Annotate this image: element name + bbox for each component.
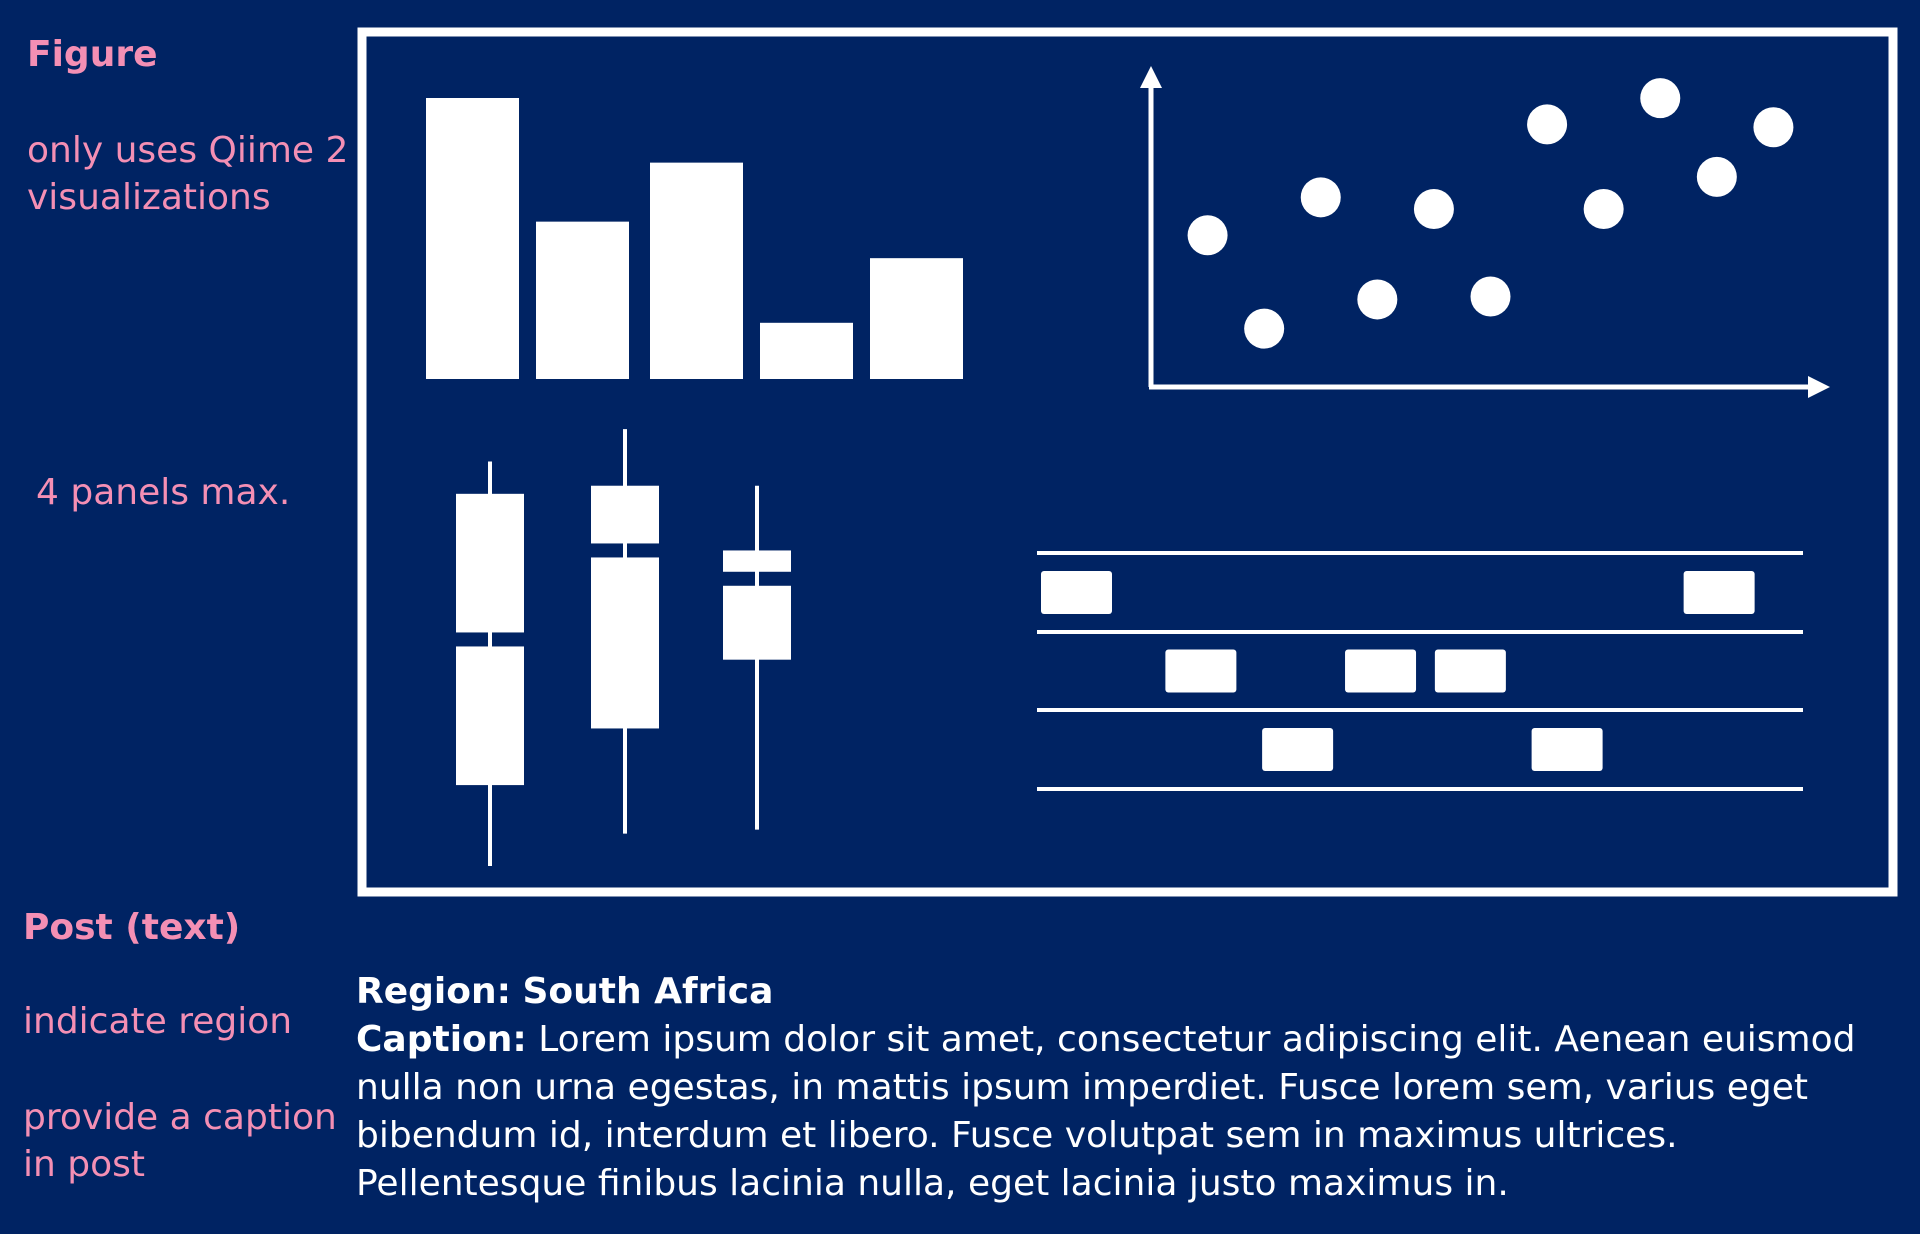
region-value: South Africa: [522, 971, 774, 1012]
post-rule-caption-line-1: provide a caption: [23, 1097, 337, 1138]
box-2: [591, 429, 659, 834]
scatter-x-arrow: [1808, 376, 1830, 398]
bar-2: [536, 221, 629, 379]
timeline-event-1-2: [1683, 571, 1755, 614]
box-upper-half: [591, 485, 659, 544]
scatter-plot-panel: [1140, 66, 1830, 398]
scatter-point-2: [1244, 308, 1285, 349]
scatter-point-10: [1696, 156, 1737, 197]
bar-3: [650, 162, 743, 379]
figure-rule-panels: 4 panels max.: [36, 472, 291, 513]
scatter-y-arrow: [1140, 66, 1162, 88]
bar-1: [426, 98, 519, 379]
timeline-event-2-3: [1434, 649, 1506, 693]
scatter-point-3: [1300, 177, 1341, 218]
box-lower-half: [723, 585, 791, 660]
box-lower-half: [456, 646, 524, 786]
box-upper-half: [456, 493, 524, 633]
timeline-event-1-1: [1041, 571, 1112, 614]
scatter-point-11: [1753, 107, 1794, 148]
post-rule-region: indicate region: [23, 1001, 293, 1042]
timeline-panel: [1037, 551, 1803, 791]
timeline-event-2-1: [1165, 649, 1237, 693]
scatter-point-7: [1527, 104, 1568, 145]
box-3: [723, 485, 791, 830]
caption-line: Caption: Lorem ipsum dolor sit amet, con…: [356, 1016, 1896, 1208]
bar-5: [870, 258, 963, 379]
figure-rule-qiime-line-1: only uses Qiime 2: [27, 130, 349, 171]
timeline-event-3-1: [1262, 728, 1334, 771]
post-rule-caption-line-2: in post: [23, 1144, 146, 1185]
scatter-point-5: [1413, 188, 1454, 229]
region-line: Region: South Africa: [356, 968, 1896, 1016]
region-label: Region:: [356, 971, 512, 1012]
timeline-event-3-2: [1531, 728, 1603, 771]
figure-heading: Figure: [27, 34, 158, 75]
scatter-point-8: [1583, 188, 1624, 229]
scatter-point-1: [1187, 215, 1228, 256]
bar-chart-panel: [426, 98, 963, 379]
figure-rule-qiime-line-2: visualizations: [27, 177, 271, 218]
figure-frame: [357, 27, 1898, 897]
box-lower-half: [591, 557, 659, 729]
scatter-point-6: [1470, 276, 1511, 317]
caption-text: Lorem ipsum dolor sit amet, consectetur …: [356, 1019, 1856, 1204]
bar-4: [760, 322, 853, 379]
post-heading: Post (text): [23, 907, 241, 948]
box-plot-panel: [456, 429, 791, 866]
scatter-point-9: [1640, 78, 1681, 119]
caption-label: Caption:: [356, 1019, 527, 1060]
timeline-event-2-2: [1345, 649, 1417, 693]
post-text: Region: South Africa Caption: Lorem ipsu…: [356, 968, 1896, 1208]
scatter-point-4: [1357, 279, 1398, 320]
box-upper-half: [723, 550, 791, 572]
box-1: [456, 461, 524, 866]
